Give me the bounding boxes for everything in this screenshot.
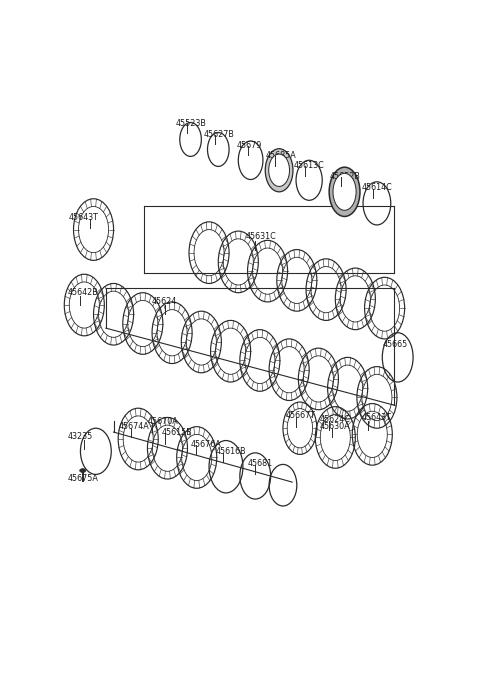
Text: 45674A: 45674A <box>119 422 150 431</box>
Ellipse shape <box>333 174 356 210</box>
Text: 45685A: 45685A <box>265 151 296 160</box>
Text: 45642B: 45642B <box>67 288 98 297</box>
Ellipse shape <box>265 148 293 192</box>
Text: 45624C: 45624C <box>320 415 351 424</box>
Text: 45615B: 45615B <box>161 428 192 437</box>
Text: 45631C: 45631C <box>246 232 277 241</box>
Ellipse shape <box>269 154 289 187</box>
Text: 45630A: 45630A <box>320 422 350 431</box>
Text: 45643T: 45643T <box>361 413 391 422</box>
Text: 45667T: 45667T <box>286 411 316 420</box>
Text: 45676A: 45676A <box>191 440 221 449</box>
Text: 45681: 45681 <box>248 459 273 468</box>
Text: 45670A: 45670A <box>147 417 178 426</box>
Text: 45675A: 45675A <box>67 475 98 484</box>
Text: 45643T: 45643T <box>69 212 99 221</box>
Text: 45616B: 45616B <box>215 447 246 456</box>
Text: 45679: 45679 <box>237 141 262 150</box>
Text: 45613C: 45613C <box>294 161 324 170</box>
Text: 45652B: 45652B <box>329 172 360 181</box>
Text: 45624: 45624 <box>152 298 177 306</box>
Text: 45523B: 45523B <box>175 118 206 127</box>
Text: 45614C: 45614C <box>361 183 392 191</box>
Text: 45665: 45665 <box>383 340 408 349</box>
Text: 43235: 43235 <box>67 432 93 441</box>
Ellipse shape <box>80 469 86 473</box>
Text: 45627B: 45627B <box>204 130 235 139</box>
Ellipse shape <box>329 168 360 217</box>
